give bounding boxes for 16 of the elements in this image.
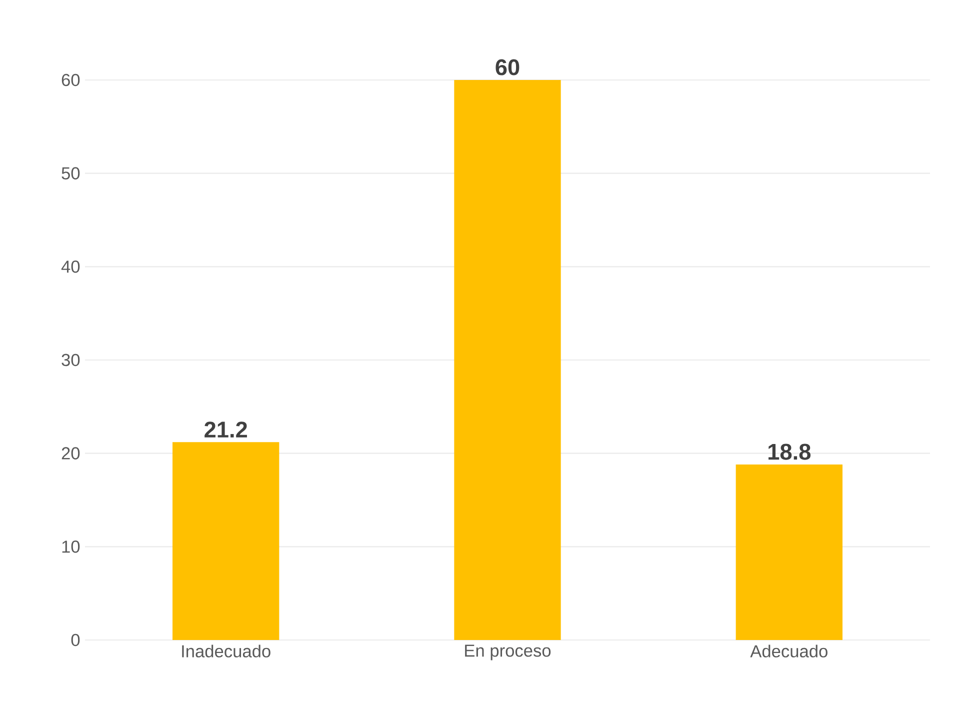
x-tick-label: Inadecuado	[182, 644, 270, 658]
data-label: 21.2	[204, 422, 247, 438]
bar	[172, 442, 280, 640]
x-tick-label: En proceso	[465, 644, 551, 660]
y-tick-label: 30	[62, 354, 80, 366]
y-tick-label: 20	[62, 447, 80, 460]
data-label: 18.8	[768, 444, 811, 460]
y-tick-label: 0	[71, 634, 80, 646]
bar	[736, 464, 842, 640]
x-tick-label: Adecuado	[750, 644, 828, 658]
y-tick-label: 10	[62, 540, 80, 553]
y-tick-label: 50	[62, 167, 80, 180]
y-tick-label: 40	[61, 260, 80, 273]
y-tick-label: 60	[62, 74, 80, 86]
data-label: 60	[496, 59, 520, 76]
bar	[454, 80, 561, 640]
